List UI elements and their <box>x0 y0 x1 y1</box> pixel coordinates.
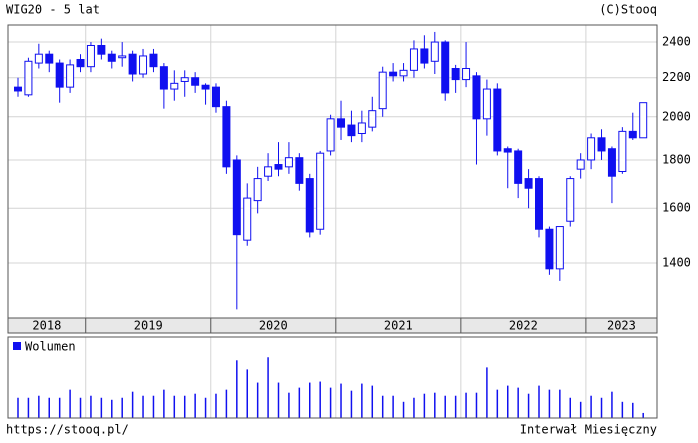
candle-body <box>357 122 366 135</box>
candle-body <box>368 110 377 128</box>
candle-body <box>430 41 439 62</box>
candle-body <box>97 44 106 55</box>
candle-body <box>118 55 127 59</box>
candle-body <box>211 86 220 108</box>
candle-body <box>576 159 585 170</box>
candle-body <box>347 124 356 137</box>
y-tick-label: 1800 <box>662 152 691 166</box>
year-label: 2018 <box>32 319 61 333</box>
candle-body <box>451 68 460 81</box>
year-label: 2019 <box>134 319 163 333</box>
y-tick-label: 2200 <box>662 70 691 84</box>
candle-body <box>587 137 596 161</box>
candle-body <box>284 157 293 168</box>
candle-body <box>55 62 64 88</box>
candle-body <box>222 106 231 168</box>
volume-frame <box>7 336 658 419</box>
candle-body <box>420 48 429 64</box>
candle-body <box>545 228 554 270</box>
year-label: 2021 <box>384 319 413 333</box>
candle-body <box>555 226 564 270</box>
candle-body <box>566 178 575 222</box>
candle-body <box>378 71 387 110</box>
candle-body <box>597 137 606 152</box>
candle-body <box>191 77 200 86</box>
candle-body <box>274 164 283 170</box>
candle-body <box>159 66 168 90</box>
y-tick-label: 1400 <box>662 255 691 269</box>
chart-title: WIG20 - 5 lat <box>6 3 100 17</box>
candle-body <box>264 166 273 177</box>
candle-body <box>607 148 616 177</box>
candle-body <box>24 60 33 96</box>
year-label: 2020 <box>259 319 288 333</box>
year-frame <box>7 317 658 334</box>
candle-body <box>493 88 502 152</box>
volume-legend-swatch <box>13 342 21 350</box>
candle-body <box>535 178 543 230</box>
volume-legend: Wolumen <box>25 340 76 354</box>
candle-body <box>337 118 346 128</box>
y-tick-label: 1600 <box>662 201 691 215</box>
year-band <box>8 318 657 333</box>
candle-body <box>462 68 471 81</box>
candle-body <box>514 150 523 184</box>
candle-body <box>107 53 116 62</box>
candle-body <box>14 86 22 92</box>
candle-body <box>86 44 95 68</box>
candle-body <box>243 197 252 241</box>
candle-body <box>45 53 54 64</box>
candle-body <box>139 55 148 75</box>
candle-body <box>232 159 241 236</box>
candle-body <box>618 130 627 172</box>
source: (C)Stooq <box>599 3 657 17</box>
candle-body <box>201 84 210 90</box>
year-label: 2023 <box>607 319 636 333</box>
candle-body <box>149 53 158 68</box>
candle-body <box>482 88 491 120</box>
candle-body <box>253 178 262 202</box>
year-label: 2022 <box>509 319 538 333</box>
candle-body <box>316 152 325 230</box>
y-tick-label: 2000 <box>662 109 691 123</box>
footer-right: Interwał Miesięczny <box>520 423 657 437</box>
footer-left: https://stooq.pl/ <box>6 423 129 437</box>
candle-body <box>128 53 137 75</box>
candle-body <box>399 69 408 77</box>
candle-body <box>170 82 179 90</box>
candle-body <box>76 58 85 68</box>
candle-body <box>295 157 304 184</box>
candle-body <box>305 178 314 233</box>
candle-body <box>524 178 533 189</box>
candle-body <box>409 48 418 71</box>
candle-body <box>628 130 637 139</box>
candle-body <box>441 41 450 94</box>
candle-body <box>503 148 512 153</box>
candle-body <box>66 64 75 88</box>
candle-body <box>34 53 43 64</box>
candle-body <box>472 75 481 120</box>
y-tick-label: 2400 <box>662 35 691 49</box>
candle-body <box>180 77 189 82</box>
candle-body <box>639 102 648 139</box>
candle-body <box>389 71 398 77</box>
candle-body <box>326 118 335 152</box>
